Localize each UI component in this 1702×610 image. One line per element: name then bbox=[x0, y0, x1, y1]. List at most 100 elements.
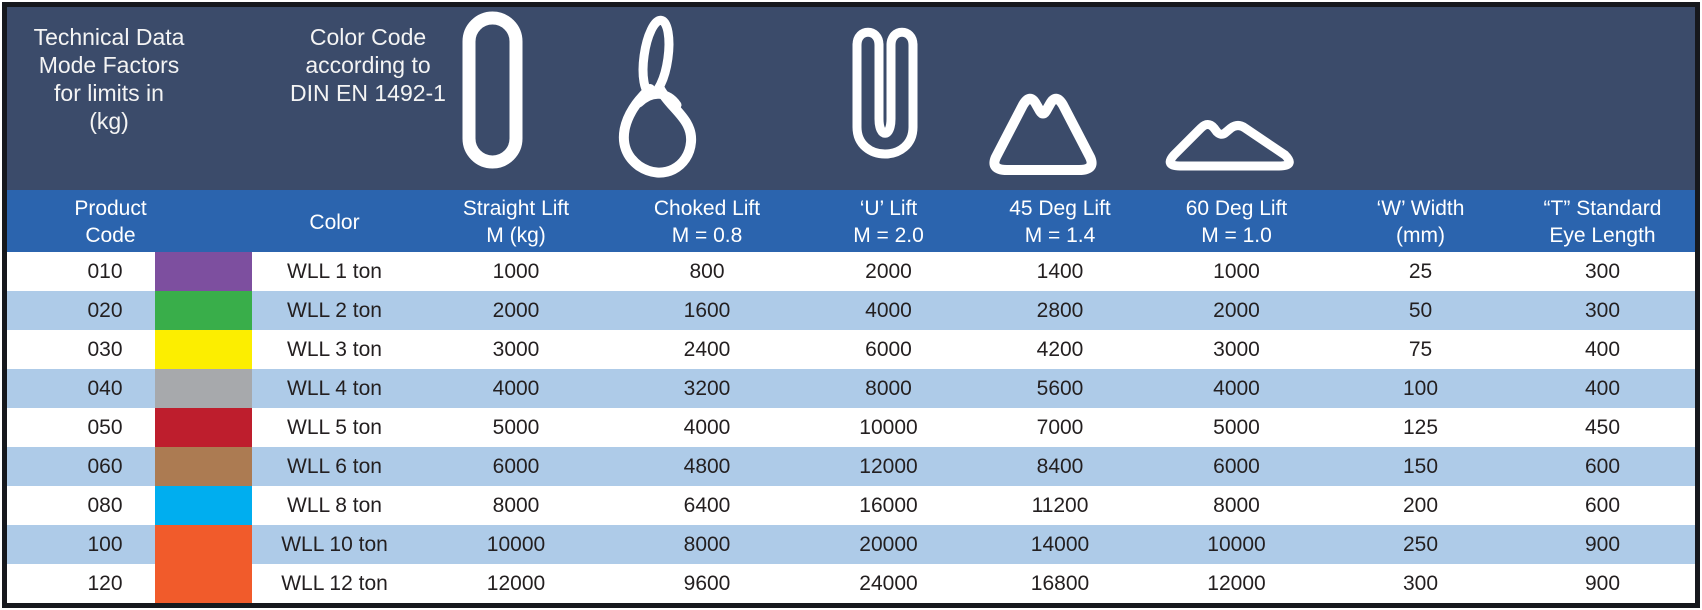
cell-deg45: 16800 bbox=[1030, 572, 1090, 595]
cell-width: 50 bbox=[1408, 299, 1433, 322]
table-row: 020 WLL 2 ton 2000 1600 4000 2800 2000 5… bbox=[7, 291, 1695, 330]
cell-choked: 3200 bbox=[683, 377, 731, 400]
color-swatch-red bbox=[155, 408, 252, 447]
cell-u: 16000 bbox=[859, 494, 918, 517]
cell-width: 300 bbox=[1402, 572, 1439, 595]
cell-deg60: 5000 bbox=[1213, 416, 1260, 439]
cell-choked: 800 bbox=[689, 260, 725, 283]
cell-straight: 10000 bbox=[486, 533, 546, 556]
col-header-line: Straight Lift bbox=[462, 197, 570, 220]
technical-data-line: Technical Data bbox=[33, 24, 185, 50]
table-row: 100 WLL 10 ton 10000 8000 20000 14000 10… bbox=[7, 525, 1695, 564]
cell-deg45: 11200 bbox=[1031, 494, 1089, 517]
cell-u: 6000 bbox=[865, 338, 912, 361]
col-header-line: (mm) bbox=[1396, 224, 1445, 247]
header-band: Technical Data Mode Factors for limits i… bbox=[7, 7, 1695, 190]
product-code-cell: 100 bbox=[87, 533, 123, 556]
product-code-cell: 010 bbox=[87, 260, 123, 283]
cell-u: 4000 bbox=[865, 299, 912, 322]
col-header-line: 45 Deg Lift bbox=[1009, 197, 1111, 220]
cell-width: 250 bbox=[1402, 533, 1439, 556]
technical-data-line: Mode Factors bbox=[38, 52, 180, 78]
color-swatch-grey bbox=[155, 369, 252, 408]
col-header-60deg-lift: 60 Deg Lift M = 1.0 bbox=[1142, 193, 1331, 249]
cell-eye: 450 bbox=[1584, 416, 1621, 439]
table-row: 030 WLL 3 ton 3000 2400 6000 4200 3000 7… bbox=[7, 330, 1695, 369]
wll-cell: WLL 5 ton bbox=[287, 416, 382, 439]
wll-cell: WLL 12 ton bbox=[281, 572, 388, 595]
col-header-product-code: Product Code bbox=[7, 193, 252, 249]
color-swatch-yellow bbox=[155, 330, 252, 369]
col-header-line: ‘W’ Width bbox=[1376, 197, 1465, 220]
color-swatch-orange bbox=[155, 564, 252, 603]
column-header-row: Product Code Color Straight Lift M (kg) … bbox=[7, 190, 1695, 252]
cell-straight: 4000 bbox=[492, 377, 540, 400]
col-header-color: Color bbox=[252, 207, 417, 236]
cell-straight: 2000 bbox=[492, 299, 540, 322]
cell-choked: 4000 bbox=[683, 416, 731, 439]
product-code-cell: 050 bbox=[87, 416, 123, 439]
cell-choked: 4800 bbox=[683, 455, 731, 478]
cell-deg60: 12000 bbox=[1207, 572, 1266, 595]
wll-cell: WLL 2 ton bbox=[287, 299, 382, 322]
cell-eye: 400 bbox=[1584, 377, 1621, 400]
col-header-line: Choked Lift bbox=[653, 197, 761, 220]
col-header-line: M = 2.0 bbox=[853, 224, 924, 247]
col-header-straight-lift: Straight Lift M (kg) bbox=[417, 193, 615, 249]
cell-straight: 3000 bbox=[492, 338, 540, 361]
cell-width: 125 bbox=[1402, 416, 1439, 439]
cell-u: 12000 bbox=[859, 455, 918, 478]
u-lift-icon bbox=[845, 21, 925, 181]
cell-u: 24000 bbox=[859, 572, 918, 595]
cell-eye: 900 bbox=[1584, 533, 1621, 556]
col-header-line: Product bbox=[74, 197, 147, 220]
wll-cell: WLL 6 ton bbox=[287, 455, 382, 478]
cell-deg45: 5600 bbox=[1036, 377, 1084, 400]
color-code-line: DIN EN 1492-1 bbox=[290, 80, 446, 106]
color-swatch-brown bbox=[155, 447, 252, 486]
table-row: 050 WLL 5 ton 5000 4000 10000 7000 5000 … bbox=[7, 408, 1695, 447]
table-row: 010 WLL 1 ton 1000 800 2000 1400 1000 25… bbox=[7, 252, 1695, 291]
choked-lift-icon bbox=[605, 13, 700, 180]
table-row: 080 WLL 8 ton 8000 6400 16000 11200 8000… bbox=[7, 486, 1695, 525]
cell-u: 8000 bbox=[865, 377, 912, 400]
wll-cell: WLL 8 ton bbox=[287, 494, 382, 517]
cell-deg45: 8400 bbox=[1036, 455, 1084, 478]
cell-deg45: 1400 bbox=[1036, 260, 1084, 283]
straight-lift-icon bbox=[455, 11, 530, 169]
cell-deg60: 2000 bbox=[1213, 299, 1260, 322]
col-header-line: Color bbox=[309, 210, 360, 234]
color-code-title: Color Code according to DIN EN 1492-1 bbox=[277, 23, 459, 107]
product-code-cell: 120 bbox=[87, 572, 123, 595]
col-header-line: “T” Standard bbox=[1543, 197, 1662, 220]
table-body: 010 WLL 1 ton 1000 800 2000 1400 1000 25… bbox=[7, 252, 1695, 603]
col-header-45deg-lift: 45 Deg Lift M = 1.4 bbox=[978, 193, 1142, 249]
table-row: 060 WLL 6 ton 6000 4800 12000 8400 6000 … bbox=[7, 447, 1695, 486]
product-code-cell: 060 bbox=[87, 455, 123, 478]
wll-cell: WLL 10 ton bbox=[281, 533, 388, 556]
cell-eye: 400 bbox=[1584, 338, 1621, 361]
table-row: 120 WLL 12 ton 12000 9600 24000 16800 12… bbox=[7, 564, 1695, 603]
color-swatch-purple bbox=[155, 252, 252, 291]
color-code-line: according to bbox=[305, 52, 431, 78]
cell-width: 150 bbox=[1402, 455, 1439, 478]
technical-data-line: for limits in bbox=[54, 80, 164, 106]
col-header-line: M (kg) bbox=[486, 224, 546, 247]
cell-deg45: 2800 bbox=[1036, 299, 1084, 322]
color-swatch-blue bbox=[155, 486, 252, 525]
cell-choked: 6400 bbox=[683, 494, 731, 517]
cell-width: 100 bbox=[1402, 377, 1439, 400]
col-header-choked-lift: Choked Lift M = 0.8 bbox=[615, 193, 799, 249]
col-header-line: 60 Deg Lift bbox=[1185, 197, 1288, 220]
col-header-width: ‘W’ Width (mm) bbox=[1331, 193, 1510, 249]
cell-eye: 900 bbox=[1584, 572, 1621, 595]
cell-deg60: 4000 bbox=[1213, 377, 1260, 400]
color-code-line: Color Code bbox=[309, 24, 427, 50]
cell-eye: 600 bbox=[1584, 455, 1621, 478]
color-swatch-green bbox=[155, 291, 252, 330]
cell-straight: 12000 bbox=[486, 572, 546, 595]
cell-choked: 2400 bbox=[683, 338, 731, 361]
cell-eye: 300 bbox=[1584, 299, 1621, 322]
lift-60deg-icon bbox=[1155, 103, 1301, 175]
